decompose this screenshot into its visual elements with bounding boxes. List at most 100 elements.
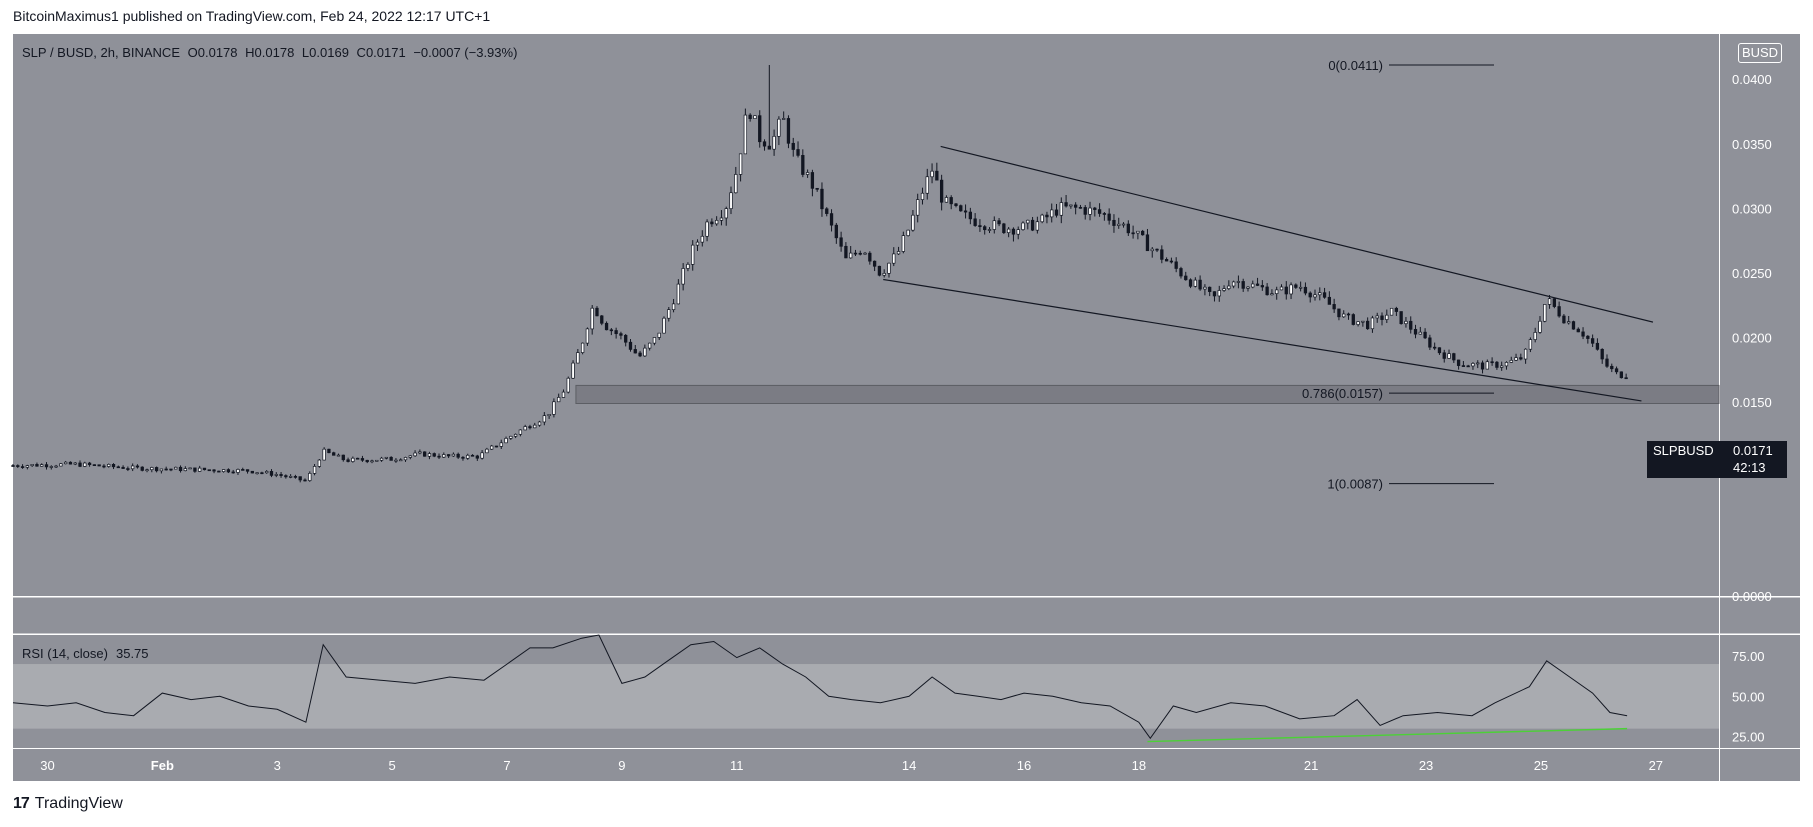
- candle-body: [1260, 285, 1264, 288]
- candle-body: [351, 457, 355, 462]
- candle-body: [853, 252, 858, 255]
- candle-body: [87, 462, 92, 466]
- candle-body: [1437, 347, 1442, 354]
- candle-body: [911, 214, 915, 231]
- candle-body: [384, 456, 389, 459]
- candle-body: [533, 424, 537, 429]
- candle-body: [504, 438, 508, 444]
- candle-body: [916, 199, 920, 216]
- candle-body: [1466, 365, 1470, 368]
- candle-body: [1107, 213, 1111, 221]
- candle-body: [1040, 214, 1044, 223]
- candle-body: [820, 188, 824, 210]
- candle-body: [1351, 314, 1355, 325]
- wedge-support-line: [883, 278, 1642, 402]
- candle-body: [1442, 352, 1446, 359]
- candle-body: [547, 414, 551, 417]
- candle-body: [423, 451, 427, 457]
- price-tick-label: 0.0350: [1732, 137, 1772, 152]
- time-tick-label: 14: [902, 758, 916, 773]
- candle-body: [1193, 279, 1197, 287]
- candle-body: [1476, 362, 1480, 365]
- candle-body: [1117, 223, 1121, 226]
- candle-body: [858, 252, 862, 255]
- candle-body: [298, 476, 302, 481]
- candle-body: [987, 229, 992, 231]
- bar-countdown: 42:13: [1733, 460, 1766, 475]
- candle-body: [1303, 286, 1308, 294]
- candle-body: [901, 235, 905, 252]
- currency-badge[interactable]: BUSD: [1738, 43, 1782, 63]
- fib-level-label: 1(0.0087): [1327, 477, 1383, 492]
- candle-body: [557, 397, 561, 403]
- candle-body: [585, 328, 590, 344]
- symbol-legend[interactable]: SLP / BUSD, 2h, BINANCE O0.0178 H0.0178 …: [22, 45, 517, 60]
- candle-body: [260, 472, 264, 475]
- time-tick-label: 25: [1534, 758, 1548, 773]
- tradingview-logo[interactable]: 17 TradingView: [13, 795, 123, 813]
- candle-body: [834, 224, 838, 239]
- time-tick-label: 5: [388, 758, 395, 773]
- candle-body: [600, 315, 604, 324]
- candle-body: [159, 468, 164, 472]
- candle-body: [1342, 313, 1346, 318]
- time-tick-label: 30: [40, 758, 54, 773]
- candle-body: [1016, 229, 1020, 235]
- candle-body: [1102, 213, 1107, 215]
- candle-body: [1217, 290, 1221, 297]
- candle-body: [566, 377, 570, 393]
- candle-body: [1452, 353, 1456, 361]
- candle-body: [178, 466, 183, 472]
- candle-body: [1327, 296, 1332, 305]
- candle-body: [1614, 368, 1619, 373]
- candle-body: [1212, 291, 1217, 297]
- candle-body: [595, 307, 599, 317]
- candle-body: [44, 464, 49, 468]
- candle-body: [475, 455, 479, 459]
- candle-body: [1155, 248, 1159, 251]
- candle-body: [868, 252, 872, 262]
- candle-body: [1389, 307, 1394, 316]
- candle-body: [1050, 209, 1054, 218]
- candle-body: [748, 114, 752, 119]
- candle-body: [825, 208, 829, 214]
- candle-body: [1160, 249, 1164, 260]
- candle-body: [978, 225, 982, 228]
- candle-body: [1404, 320, 1408, 325]
- candle-body: [1150, 248, 1154, 252]
- candle-body: [485, 448, 489, 454]
- tradingview-logo-icon: 17: [13, 795, 30, 812]
- candle-body: [643, 347, 647, 357]
- candle-body: [322, 448, 326, 461]
- candle-body: [40, 464, 44, 467]
- candle-body: [509, 435, 513, 439]
- candle-body: [676, 283, 681, 305]
- candle-body: [1222, 288, 1226, 291]
- time-tick-label: Feb: [151, 758, 174, 773]
- low-label: L: [301, 45, 310, 60]
- candle-body: [1361, 320, 1365, 323]
- rsi-value: 35.75: [115, 646, 149, 661]
- candle-body: [590, 307, 594, 330]
- candle-body: [777, 118, 781, 137]
- candle-body: [1275, 289, 1279, 294]
- rsi-legend[interactable]: RSI (14, close) 35.75: [22, 646, 149, 661]
- candle-body: [1318, 292, 1322, 296]
- change-value: −0.0007 (−3.93%): [413, 45, 518, 60]
- candle-body: [513, 433, 518, 437]
- candle-body: [30, 464, 34, 466]
- candle-body: [1054, 209, 1059, 216]
- candle-body: [738, 153, 743, 175]
- candle-body: [183, 468, 187, 472]
- candle-body: [715, 219, 719, 225]
- candle-body: [1380, 315, 1384, 320]
- candle-body: [1471, 363, 1475, 367]
- candle-body: [379, 457, 384, 461]
- candle-body: [212, 469, 216, 472]
- candle-body: [126, 468, 130, 470]
- candle-body: [767, 145, 771, 150]
- candle-body: [442, 454, 446, 458]
- candle-body: [236, 469, 240, 473]
- candle-body: [1375, 315, 1379, 319]
